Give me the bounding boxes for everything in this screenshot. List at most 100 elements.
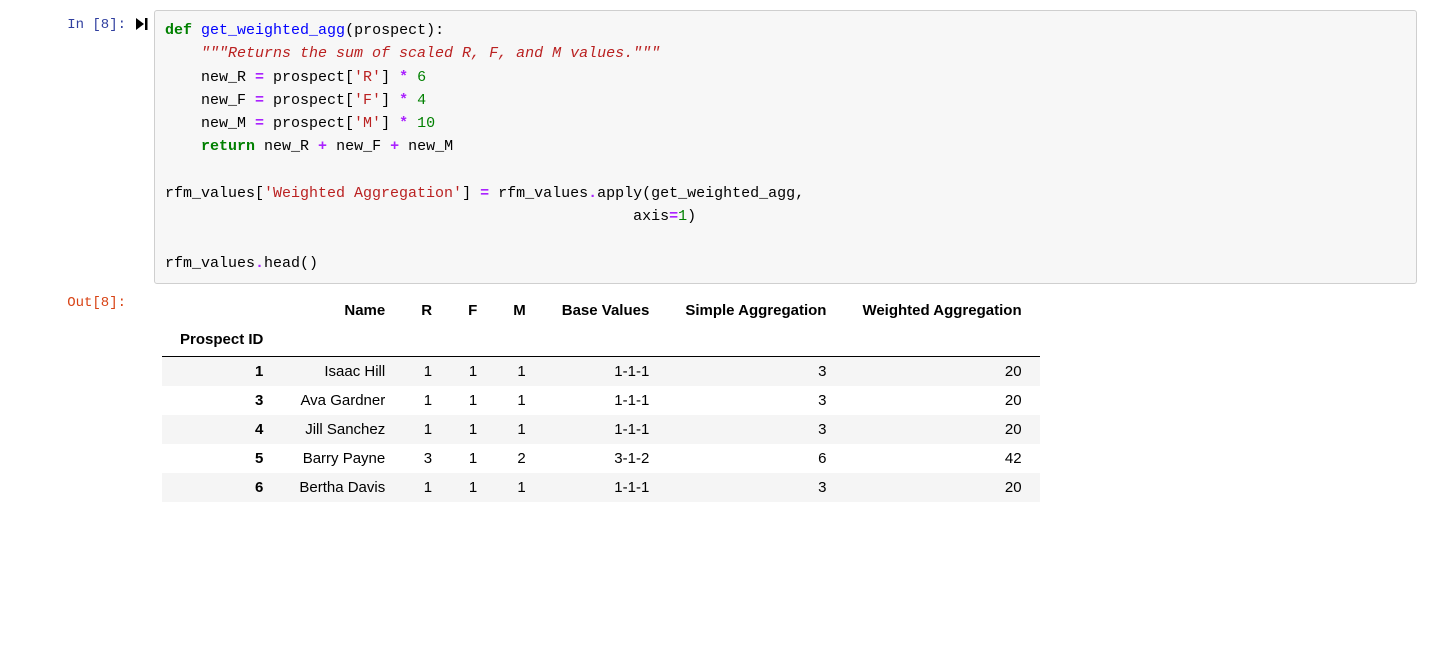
cell: 3-1-2	[544, 444, 668, 473]
row-index: 5	[162, 444, 281, 473]
code-text: apply(get_weighted_agg,	[597, 185, 804, 202]
table-row: 6 Bertha Davis 1 1 1 1-1-1 3 20	[162, 473, 1040, 502]
cell: 3	[667, 473, 844, 502]
string: 'Weighted Aggregation'	[264, 185, 462, 202]
op-mul: *	[399, 92, 408, 109]
cell: 1	[495, 473, 544, 502]
op-mul: *	[399, 115, 408, 132]
code-text: new_R	[165, 69, 255, 86]
code-text: rfm_values[	[165, 185, 264, 202]
col-name: Name	[281, 296, 403, 325]
table-row: 3 Ava Gardner 1 1 1 1-1-1 3 20	[162, 386, 1040, 415]
code-text: prospect[	[264, 115, 354, 132]
cell: 1	[450, 415, 495, 444]
cell: 3	[667, 386, 844, 415]
keyword-return: return	[201, 138, 255, 155]
cell: 20	[844, 415, 1039, 444]
op-plus: +	[390, 138, 399, 155]
cell: 3	[403, 444, 450, 473]
op-eq: =	[255, 92, 264, 109]
run-cell-button[interactable]	[130, 10, 154, 31]
table-body: 1 Isaac Hill 1 1 1 1-1-1 3 20 3 Ava Gard…	[162, 356, 1040, 502]
cell: 2	[495, 444, 544, 473]
string: 'M'	[354, 115, 381, 132]
cell: Barry Payne	[281, 444, 403, 473]
output-prompt: Out[8]:	[20, 288, 130, 312]
row-index: 1	[162, 356, 281, 386]
col-simple: Simple Aggregation	[667, 296, 844, 325]
op-plus: +	[318, 138, 327, 155]
code-text	[408, 92, 417, 109]
code-text: new_M	[165, 115, 255, 132]
cell: 42	[844, 444, 1039, 473]
number: 4	[417, 92, 426, 109]
cell: 1	[495, 386, 544, 415]
code-text: new_M	[399, 138, 453, 155]
cell: 1	[450, 444, 495, 473]
code-text: (prospect):	[345, 22, 444, 39]
string: 'F'	[354, 92, 381, 109]
table-row: 4 Jill Sanchez 1 1 1 1-1-1 3 20	[162, 415, 1040, 444]
keyword-def: def	[165, 22, 192, 39]
code-cell: In [8]: def get_weighted_agg(prospect): …	[20, 10, 1417, 284]
input-prompt: In [8]:	[20, 10, 130, 34]
op-eq: =	[255, 69, 264, 86]
cell: 1	[403, 415, 450, 444]
code-text	[408, 115, 417, 132]
cell: 1	[450, 386, 495, 415]
cell: 20	[844, 473, 1039, 502]
cell: 1-1-1	[544, 473, 668, 502]
cell: 1	[403, 386, 450, 415]
code-text: rfm_values	[165, 255, 255, 272]
cell: 3	[667, 415, 844, 444]
code-text: rfm_values	[489, 185, 588, 202]
row-index: 3	[162, 386, 281, 415]
code-text: prospect[	[264, 69, 354, 86]
code-text: new_F	[165, 92, 255, 109]
op-dot: .	[588, 185, 597, 202]
table-row: 5 Barry Payne 3 1 2 3-1-2 6 42	[162, 444, 1040, 473]
code-text: ]	[381, 115, 399, 132]
cell: 1-1-1	[544, 415, 668, 444]
row-index: 6	[162, 473, 281, 502]
code-text: new_F	[327, 138, 390, 155]
index-name: Prospect ID	[162, 325, 281, 357]
code-text: ]	[381, 92, 399, 109]
op-mul: *	[399, 69, 408, 86]
op-eq: =	[669, 208, 678, 225]
output-area: Name R F M Base Values Simple Aggregatio…	[130, 288, 1417, 502]
code-input[interactable]: def get_weighted_agg(prospect): """Retur…	[154, 10, 1417, 284]
col-m: M	[495, 296, 544, 325]
code-text: head()	[264, 255, 318, 272]
dataframe-table: Name R F M Base Values Simple Aggregatio…	[162, 296, 1040, 502]
cell: 1	[495, 415, 544, 444]
cell: 1-1-1	[544, 386, 668, 415]
code-text	[408, 69, 417, 86]
code-text: )	[687, 208, 696, 225]
code-text: ]	[462, 185, 480, 202]
table-row: 1 Isaac Hill 1 1 1 1-1-1 3 20	[162, 356, 1040, 386]
run-to-end-icon	[135, 17, 149, 31]
cell: 1	[450, 473, 495, 502]
cell: 1	[403, 473, 450, 502]
cell: Isaac Hill	[281, 356, 403, 386]
cell: 20	[844, 356, 1039, 386]
cell: 1	[403, 356, 450, 386]
table-header-row: Name R F M Base Values Simple Aggregatio…	[162, 296, 1040, 325]
code-text: prospect[	[264, 92, 354, 109]
op-eq: =	[255, 115, 264, 132]
op-dot: .	[255, 255, 264, 272]
op-eq: =	[480, 185, 489, 202]
code-text: axis	[165, 208, 669, 225]
func-name: get_weighted_agg	[201, 22, 345, 39]
cell: Jill Sanchez	[281, 415, 403, 444]
string: 'R'	[354, 69, 381, 86]
cell: Ava Gardner	[281, 386, 403, 415]
number: 6	[417, 69, 426, 86]
code-text: ]	[381, 69, 399, 86]
cell: 1	[450, 356, 495, 386]
output-cell: Out[8]: Name R F M Base Values Simple Ag…	[20, 288, 1417, 502]
col-base: Base Values	[544, 296, 668, 325]
col-f: F	[450, 296, 495, 325]
code-text: new_R	[255, 138, 318, 155]
